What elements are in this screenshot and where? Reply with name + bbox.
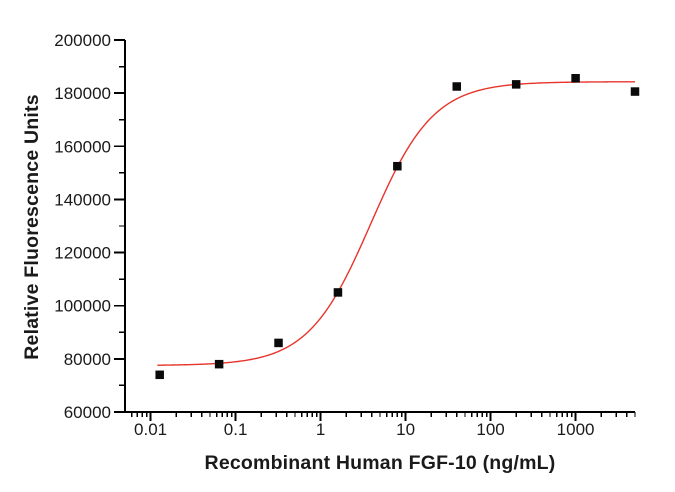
y-tick-label: 120000 bbox=[54, 244, 111, 263]
axis-lines bbox=[124, 40, 635, 413]
y-axis-major-ticks bbox=[114, 39, 125, 413]
data-point-marker bbox=[333, 288, 343, 297]
y-axis-tick-labels: 60000 80000 100000 120000 140000 160000 180000… bbox=[54, 31, 111, 422]
data-point-marker bbox=[511, 80, 521, 89]
x-tick-label: 0.1 bbox=[224, 420, 248, 439]
y-tick-label: 80000 bbox=[64, 350, 111, 369]
x-tick-label: 1 bbox=[316, 420, 325, 439]
y-tick-label: 180000 bbox=[54, 84, 111, 103]
data-point-marker bbox=[393, 161, 402, 171]
y-tick-label: 140000 bbox=[54, 190, 111, 209]
y-tick-label: 160000 bbox=[54, 137, 111, 156]
x-axis-tick-labels: 0.01 0.1 1 10 100 1000 bbox=[134, 420, 594, 439]
data-point-marker bbox=[274, 338, 283, 348]
x-tick-label: 0.01 bbox=[134, 420, 167, 439]
data-point-marker bbox=[452, 82, 462, 91]
y-tick-label: 100000 bbox=[54, 297, 111, 316]
fit-curve bbox=[157, 81, 635, 366]
data-point-marker bbox=[571, 74, 580, 83]
data-point-marker bbox=[214, 359, 224, 369]
x-axis-major-ticks bbox=[149, 412, 577, 421]
y-tick-label: 200000 bbox=[54, 31, 111, 50]
data-point-marker bbox=[630, 87, 640, 96]
y-tick-label: 60000 bbox=[64, 403, 111, 422]
data-point-marker bbox=[155, 370, 164, 380]
x-tick-label: 10 bbox=[396, 420, 415, 439]
x-axis-title: Recombinant Human FGF-10 (ng/mL) bbox=[205, 452, 556, 474]
x-tick-label: 100 bbox=[476, 420, 504, 439]
data-points bbox=[155, 74, 640, 380]
y-axis-title: Relative Fluorescence Units bbox=[21, 94, 43, 360]
x-tick-label: 1000 bbox=[557, 420, 595, 439]
